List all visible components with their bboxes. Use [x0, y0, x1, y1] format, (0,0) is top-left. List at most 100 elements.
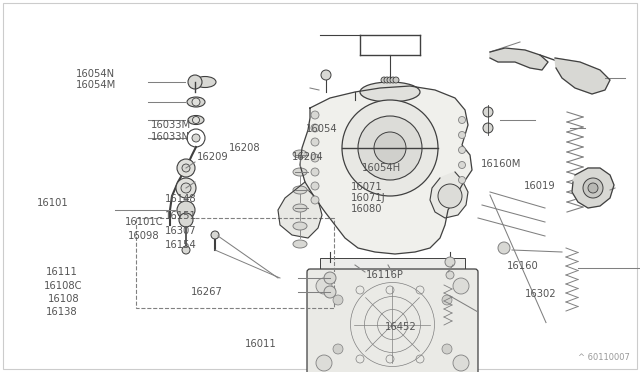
- Circle shape: [192, 98, 200, 106]
- Text: 16071: 16071: [351, 182, 383, 192]
- Circle shape: [177, 201, 195, 219]
- Circle shape: [316, 355, 332, 371]
- Circle shape: [453, 278, 469, 294]
- Ellipse shape: [293, 150, 307, 158]
- Circle shape: [182, 164, 190, 172]
- Text: 16033M: 16033M: [150, 120, 191, 129]
- Circle shape: [438, 184, 462, 208]
- Polygon shape: [430, 172, 468, 218]
- Circle shape: [445, 257, 455, 267]
- Circle shape: [311, 138, 319, 146]
- Text: 16267: 16267: [191, 287, 223, 297]
- Circle shape: [458, 131, 465, 138]
- Polygon shape: [300, 86, 472, 254]
- Ellipse shape: [293, 204, 307, 212]
- Ellipse shape: [187, 97, 205, 107]
- Text: 16111: 16111: [46, 267, 78, 276]
- Circle shape: [193, 116, 200, 124]
- Circle shape: [498, 242, 510, 254]
- Circle shape: [583, 178, 603, 198]
- Circle shape: [458, 176, 465, 183]
- Text: 16108: 16108: [48, 295, 79, 304]
- Circle shape: [188, 75, 202, 89]
- Circle shape: [179, 213, 193, 227]
- Circle shape: [316, 278, 332, 294]
- Ellipse shape: [293, 168, 307, 176]
- Circle shape: [311, 182, 319, 190]
- Circle shape: [442, 344, 452, 354]
- Text: 16151: 16151: [165, 211, 197, 221]
- Text: 16108C: 16108C: [44, 281, 82, 291]
- Polygon shape: [490, 48, 548, 70]
- Circle shape: [393, 77, 399, 83]
- Text: 16071J: 16071J: [351, 193, 385, 203]
- Circle shape: [182, 246, 190, 254]
- Text: 16160M: 16160M: [481, 159, 522, 169]
- Text: 16154: 16154: [165, 240, 197, 250]
- Text: 16209: 16209: [197, 152, 229, 162]
- Bar: [136, 218, 334, 308]
- Text: 16302: 16302: [525, 289, 556, 299]
- Text: 16054: 16054: [306, 125, 337, 134]
- Ellipse shape: [293, 186, 307, 194]
- Text: ^ 60110007: ^ 60110007: [578, 353, 630, 362]
- Circle shape: [177, 159, 195, 177]
- Circle shape: [333, 344, 343, 354]
- Text: 16138: 16138: [46, 308, 77, 317]
- Circle shape: [387, 77, 393, 83]
- Circle shape: [458, 147, 465, 154]
- Circle shape: [192, 134, 200, 142]
- Polygon shape: [572, 168, 614, 208]
- FancyBboxPatch shape: [307, 269, 478, 372]
- Circle shape: [458, 161, 465, 169]
- Ellipse shape: [293, 222, 307, 230]
- Circle shape: [311, 196, 319, 204]
- Circle shape: [358, 116, 422, 180]
- Circle shape: [374, 132, 406, 164]
- Circle shape: [384, 77, 390, 83]
- Polygon shape: [278, 182, 322, 238]
- Circle shape: [458, 116, 465, 124]
- Circle shape: [381, 77, 387, 83]
- Circle shape: [333, 295, 343, 305]
- Circle shape: [321, 70, 331, 80]
- Text: 16204: 16204: [292, 152, 323, 162]
- Text: 16054H: 16054H: [362, 163, 401, 173]
- Circle shape: [311, 124, 319, 132]
- Text: 16101C: 16101C: [125, 218, 163, 227]
- Bar: [320, 258, 465, 272]
- Circle shape: [324, 272, 336, 284]
- Text: 16033N: 16033N: [150, 132, 189, 142]
- Text: 16080: 16080: [351, 204, 382, 214]
- Text: 16054M: 16054M: [76, 80, 116, 90]
- Text: 16054N: 16054N: [76, 69, 115, 78]
- Circle shape: [342, 100, 438, 196]
- Circle shape: [446, 271, 454, 279]
- Ellipse shape: [188, 115, 204, 125]
- Circle shape: [442, 295, 452, 305]
- Circle shape: [176, 178, 196, 198]
- Circle shape: [453, 355, 469, 371]
- Circle shape: [311, 154, 319, 162]
- Text: 16019: 16019: [524, 181, 556, 191]
- Text: 16116P: 16116P: [366, 270, 404, 279]
- Circle shape: [483, 123, 493, 133]
- Text: 16011: 16011: [245, 339, 277, 349]
- Text: 16307: 16307: [165, 227, 196, 236]
- Polygon shape: [555, 58, 610, 94]
- Text: 16148: 16148: [165, 195, 196, 204]
- Text: 16452: 16452: [385, 323, 417, 332]
- Circle shape: [311, 111, 319, 119]
- Text: 16208: 16208: [229, 143, 260, 153]
- Ellipse shape: [194, 77, 216, 87]
- Ellipse shape: [360, 82, 420, 102]
- Circle shape: [211, 231, 219, 239]
- Circle shape: [483, 107, 493, 117]
- Circle shape: [181, 183, 191, 193]
- Circle shape: [324, 286, 336, 298]
- Circle shape: [311, 168, 319, 176]
- Circle shape: [390, 77, 396, 83]
- Text: 16160: 16160: [507, 261, 539, 271]
- Circle shape: [588, 183, 598, 193]
- Text: 16098: 16098: [128, 231, 159, 241]
